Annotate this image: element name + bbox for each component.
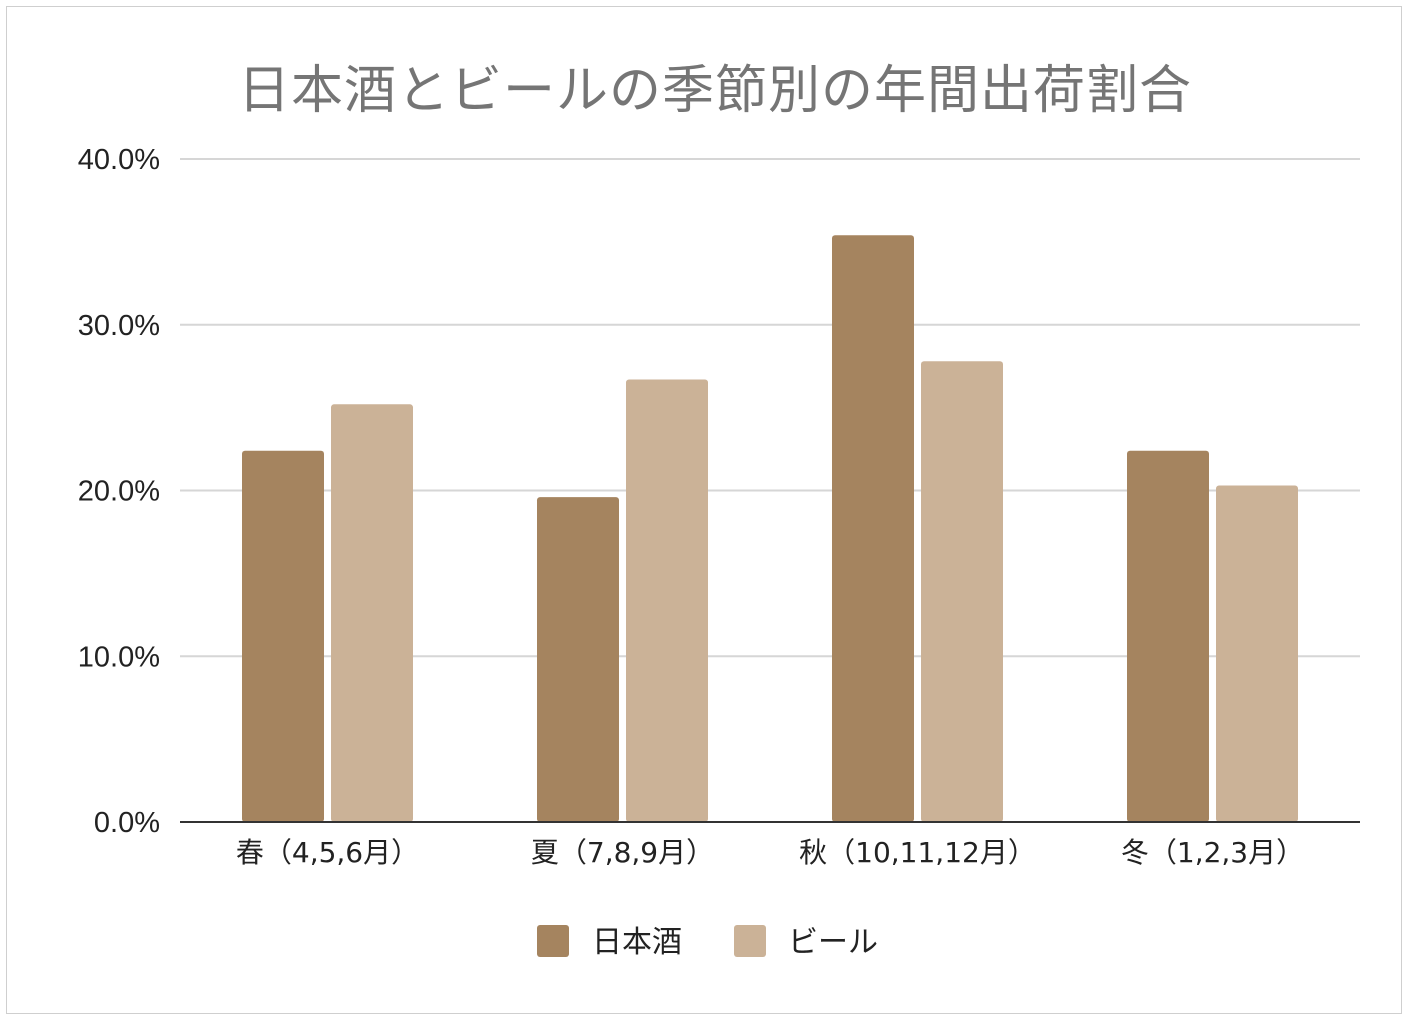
y-tick-label: 40.0% [78, 144, 160, 176]
x-axis-categories: 春（4,5,6月） 夏（7,8,9月） 秋（10,11,12月） 冬（1,2,3月） [236, 836, 1304, 869]
bar-beer [331, 404, 413, 822]
bar-sake [1127, 450, 1209, 822]
x-category-label: 夏（7,8,9月） [531, 836, 714, 869]
bar-beer [626, 379, 708, 822]
y-axis-ticks: 0.0% 10.0% 20.0% 30.0% 40.0% [78, 144, 160, 839]
y-tick-label: 20.0% [78, 476, 160, 508]
x-category-label: 冬（1,2,3月） [1121, 836, 1304, 869]
x-category-label: 秋（10,11,12月） [799, 836, 1036, 869]
legend-label: 日本酒 [592, 925, 682, 960]
bar-beer [1216, 485, 1298, 822]
legend: 日本酒 ビール [537, 925, 878, 960]
y-tick-label: 30.0% [78, 310, 160, 342]
y-tick-label: 10.0% [78, 641, 160, 673]
y-tick-label: 0.0% [94, 807, 160, 839]
chart-title: 日本酒とビールの季節別の年間出荷割合 [237, 61, 1192, 121]
x-category-label: 春（4,5,6月） [236, 836, 419, 869]
bar-beer [921, 361, 1003, 822]
bar-sake [832, 235, 914, 822]
legend-label: ビール [788, 925, 878, 960]
legend-swatch [734, 925, 766, 957]
bar-sake [537, 497, 619, 822]
legend-swatch [537, 925, 569, 957]
bars [242, 235, 1298, 822]
bar-sake [242, 450, 324, 822]
